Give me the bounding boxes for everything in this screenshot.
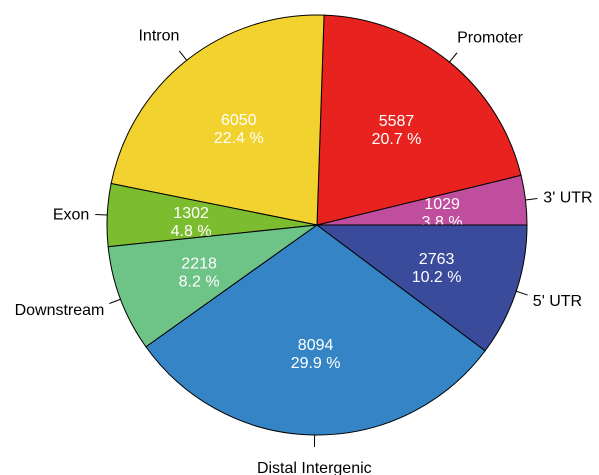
slice-value-downstream: 2218 (181, 256, 217, 273)
slice-value-promoter: 5587 (379, 113, 415, 130)
slice-label-5-utr: 5' UTR (533, 293, 582, 310)
slice-value-3-utr: 1029 (424, 196, 460, 213)
slice-label-exon: Exon (53, 207, 89, 224)
slice-label-3-utr: 3' UTR (543, 190, 592, 207)
slice-percent-downstream: 8.2 % (179, 274, 220, 291)
pie-slice-intron (110, 14, 325, 226)
slice-value-intron: 6050 (221, 112, 257, 129)
pie-slice-downstream (107, 224, 319, 348)
slice-percent-exon: 4.8 % (171, 223, 212, 240)
slice-percent-promoter: 20.7 % (372, 131, 422, 148)
slice-label-downstream: Downstream (15, 302, 105, 319)
pie-slice-distal-intergenic (145, 224, 486, 436)
pie-slice-promoter (316, 14, 522, 226)
label-tick-promoter (449, 52, 458, 63)
slice-value-distal-intergenic: 8094 (298, 337, 334, 354)
slice-label-promoter: Promoter (457, 29, 523, 46)
slice-label-intron: Intron (138, 27, 179, 44)
label-tick-5-utr (516, 290, 528, 296)
slice-percent-intron: 22.4 % (214, 130, 264, 147)
slice-percent-5-utr: 10.2 % (412, 269, 462, 286)
slice-percent-distal-intergenic: 29.9 % (291, 355, 341, 372)
slice-value-exon: 1302 (173, 205, 209, 222)
label-tick-3-utr (525, 198, 538, 201)
label-tick-exon (95, 213, 108, 216)
label-tick-intron (178, 50, 188, 61)
slice-label-distal-intergenic: Distal Intergenic (257, 460, 372, 475)
slice-value-5-utr: 2763 (419, 251, 455, 268)
label-tick-downstream (109, 298, 121, 304)
